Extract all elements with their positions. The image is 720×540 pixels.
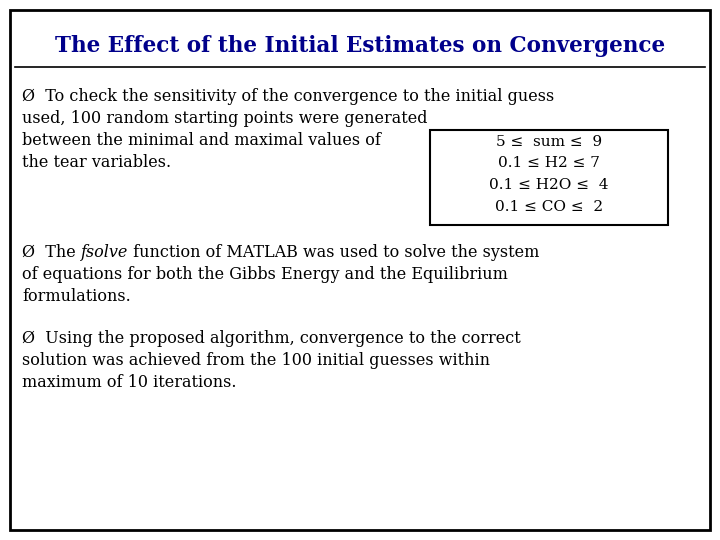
Text: 5 ≤  sum ≤  9: 5 ≤ sum ≤ 9 bbox=[496, 135, 602, 149]
Text: between the minimal and maximal values of: between the minimal and maximal values o… bbox=[22, 132, 381, 149]
Text: Ø  To check the sensitivity of the convergence to the initial guess: Ø To check the sensitivity of the conver… bbox=[22, 88, 554, 105]
Text: Ø  The: Ø The bbox=[22, 244, 81, 261]
Text: 0.1 ≤ CO ≤  2: 0.1 ≤ CO ≤ 2 bbox=[495, 200, 603, 214]
FancyBboxPatch shape bbox=[430, 130, 668, 225]
Text: The Effect of the Initial Estimates on Convergence: The Effect of the Initial Estimates on C… bbox=[55, 35, 665, 57]
FancyBboxPatch shape bbox=[10, 10, 710, 530]
Text: maximum of 10 iterations.: maximum of 10 iterations. bbox=[22, 374, 236, 391]
Text: fsolve: fsolve bbox=[81, 244, 128, 261]
Text: 0.1 ≤ H2 ≤ 7: 0.1 ≤ H2 ≤ 7 bbox=[498, 157, 600, 171]
Text: 0.1 ≤ H2O ≤  4: 0.1 ≤ H2O ≤ 4 bbox=[490, 178, 608, 192]
Text: used, 100 random starting points were generated: used, 100 random starting points were ge… bbox=[22, 110, 428, 127]
Text: Ø  Using the proposed algorithm, convergence to the correct: Ø Using the proposed algorithm, converge… bbox=[22, 330, 521, 347]
Text: formulations.: formulations. bbox=[22, 288, 131, 305]
Text: the tear variables.: the tear variables. bbox=[22, 154, 171, 171]
Text: of equations for both the Gibbs Energy and the Equilibrium: of equations for both the Gibbs Energy a… bbox=[22, 266, 508, 283]
Text: function of MATLAB was used to solve the system: function of MATLAB was used to solve the… bbox=[128, 244, 539, 261]
Text: solution was achieved from the 100 initial guesses within: solution was achieved from the 100 initi… bbox=[22, 352, 490, 369]
